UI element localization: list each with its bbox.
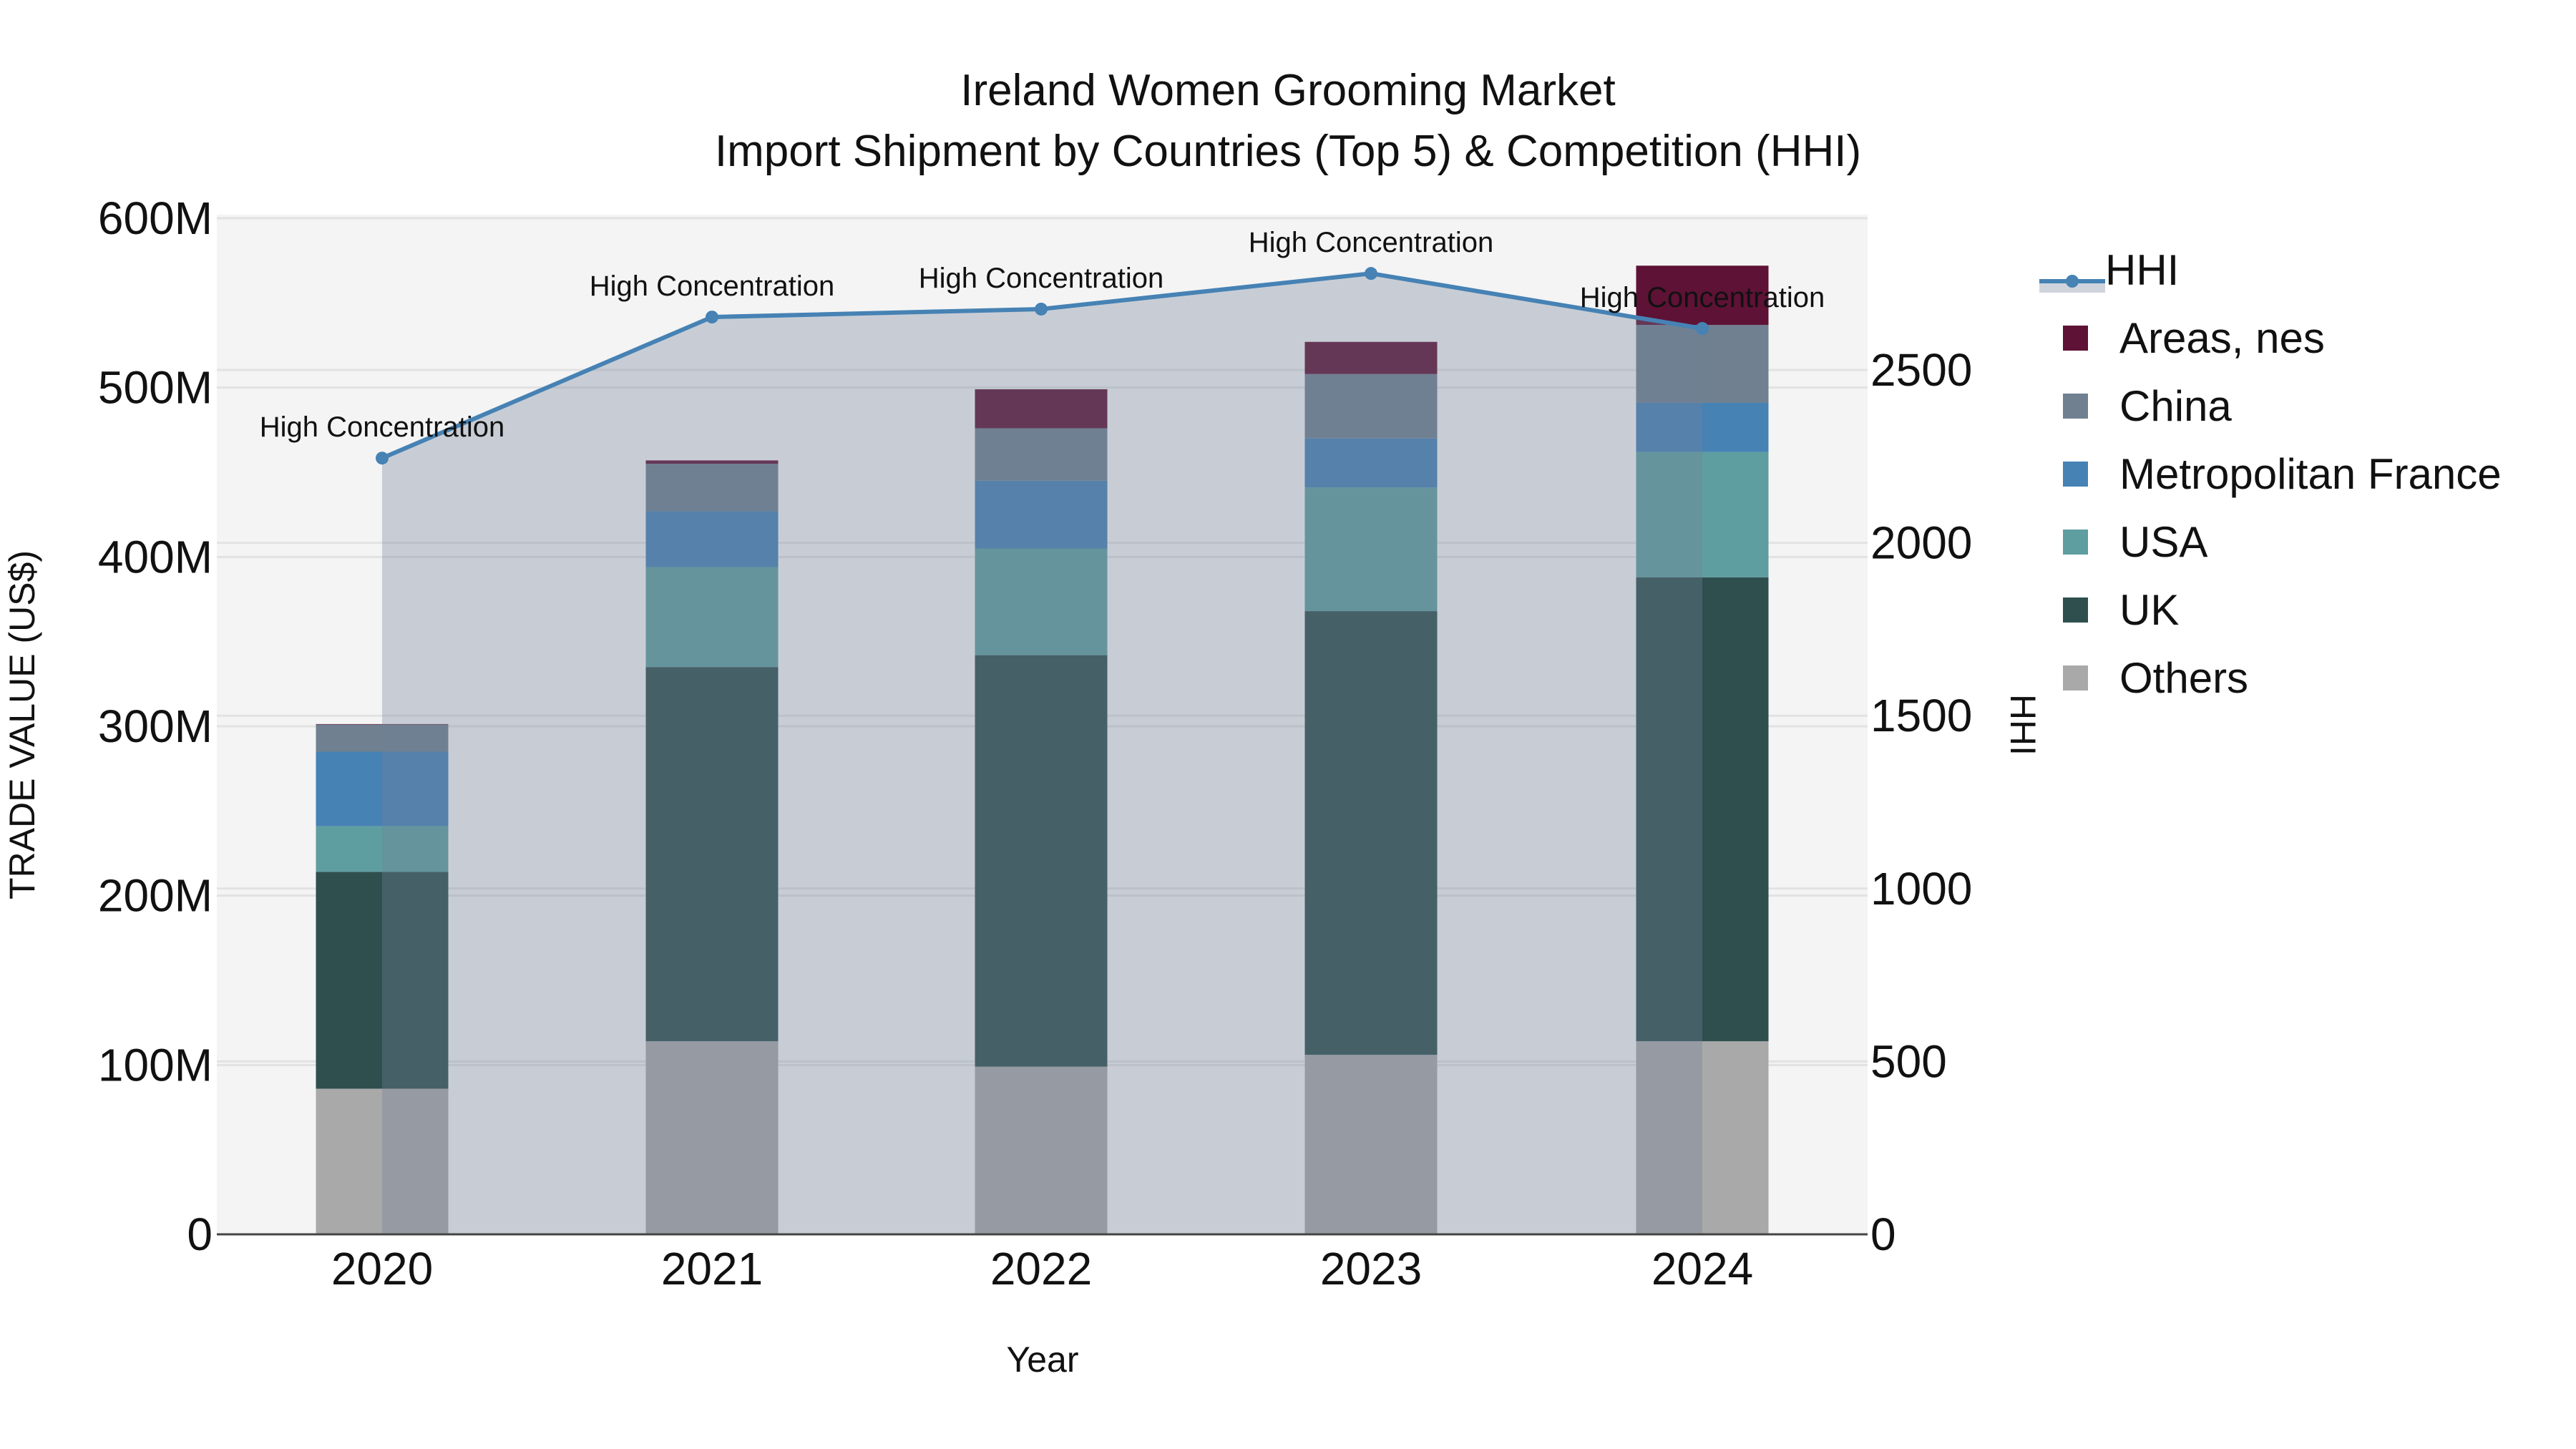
bar-segment <box>645 511 779 567</box>
bar-segment <box>975 655 1108 1067</box>
legend: HHI Areas, nes China Metropolitan France USA… <box>2039 236 2502 712</box>
y-right-tick-label: 1000 <box>1870 863 1972 914</box>
chart-title-line2: Import Shipment by Countries (Top 5) & C… <box>714 127 1862 176</box>
y-left-ticks: 0 100M 200M 300M 400M 500M 600M <box>98 192 213 1260</box>
legend-item-areas-nes[interactable]: Areas, nes <box>2054 304 2502 372</box>
hhi-line <box>376 267 1709 1234</box>
bar-segment <box>645 464 779 512</box>
bar-segment <box>1304 1055 1438 1234</box>
y-right-tick-label: 2500 <box>1870 344 1972 396</box>
legend-item-china[interactable]: China <box>2054 372 2502 440</box>
bar-segment <box>1304 374 1438 439</box>
bar-segment <box>1636 577 1769 1042</box>
legend-label: Areas, nes <box>2119 314 2325 362</box>
bar-segment <box>1304 611 1438 1055</box>
legend-item-metropolitan-france[interactable]: Metropolitan France <box>2054 440 2502 508</box>
hhi-annotation: High Concentration <box>260 411 504 443</box>
y-left-tick-label: 300M <box>98 701 213 752</box>
hhi-annotation: High Concentration <box>1249 227 1493 258</box>
y-left-axis-title: TRADE VALUE (US$) <box>2 550 42 899</box>
x-tick-label: 2020 <box>331 1243 433 1294</box>
bar-segment <box>316 826 449 872</box>
y-left-tick-label: 100M <box>98 1039 213 1091</box>
legend-swatch-icon <box>2063 597 2088 623</box>
bar-segment <box>316 724 449 752</box>
y-right-tick-label: 2000 <box>1870 517 1972 569</box>
bar-segment <box>645 567 779 668</box>
legend-label: China <box>2119 382 2232 430</box>
x-ticks: 2020 2021 2022 2023 2024 <box>331 1243 1753 1294</box>
x-axis-title: Year <box>1006 1340 1078 1380</box>
legend-item-uk[interactable]: UK <box>2054 576 2502 644</box>
y-right-tick-label: 1500 <box>1870 690 1972 741</box>
bar-segment <box>316 1088 449 1234</box>
legend-swatch-icon <box>2063 326 2088 351</box>
bar-segment <box>1304 438 1438 488</box>
legend-item-hhi[interactable]: HHI <box>2039 236 2502 304</box>
hhi-point[interactable] <box>1696 322 1709 336</box>
hhi-area-fill <box>382 273 1702 1234</box>
x-tick-label: 2022 <box>990 1243 1092 1294</box>
hhi-annotation: High Concentration <box>1580 282 1825 313</box>
bar-segment <box>1304 487 1438 612</box>
bar-segment <box>645 667 779 1042</box>
hhi-point[interactable] <box>706 311 718 324</box>
hhi-annotation: High Concentration <box>590 270 834 302</box>
bar-segment <box>975 1066 1108 1234</box>
hhi-point[interactable] <box>1365 267 1377 280</box>
hhi-annotation: High Concentration <box>919 263 1163 294</box>
legend-item-others[interactable]: Others <box>2054 644 2502 712</box>
bar-stack-2022 <box>975 389 1108 1234</box>
chart-title-line1: Ireland Women Grooming Market <box>960 66 1616 115</box>
y-right-tick-label: 500 <box>1870 1035 1947 1087</box>
y-left-tick-label: 500M <box>98 362 213 414</box>
bar-segment <box>1636 452 1769 577</box>
y-right-tick-label: 0 <box>1870 1209 1896 1260</box>
legend-label: UK <box>2119 586 2180 634</box>
bar-segment <box>645 1041 779 1234</box>
bar-segment <box>1304 341 1438 374</box>
x-tick-label: 2024 <box>1652 1243 1753 1294</box>
bar-segment <box>316 872 449 1089</box>
legend-label: USA <box>2119 518 2208 566</box>
bar-stack-2024 <box>1636 265 1769 1234</box>
bar-segment <box>975 480 1108 549</box>
hhi-point[interactable] <box>376 452 389 465</box>
legend-item-usa[interactable]: USA <box>2054 508 2502 576</box>
bar-segment <box>645 460 779 464</box>
bar-segment <box>316 751 449 826</box>
bar-segment <box>1636 402 1769 452</box>
legend-label: Metropolitan France <box>2119 450 2502 498</box>
y-left-tick-label: 200M <box>98 870 213 922</box>
y-left-tick-label: 0 <box>187 1209 213 1260</box>
bar-segment <box>1636 325 1769 403</box>
legend-label: Others <box>2119 654 2249 702</box>
bar-segment <box>975 389 1108 429</box>
y-left-tick-label: 400M <box>98 531 213 582</box>
bar-stack-2023 <box>1304 341 1438 1234</box>
bar-segment <box>975 428 1108 481</box>
bar-stack-2021 <box>645 460 779 1234</box>
stacked-bars <box>316 265 1769 1234</box>
line-marker-icon <box>2039 256 2105 293</box>
y-left-tick-label: 600M <box>98 192 213 244</box>
bar-segment <box>1636 1041 1769 1234</box>
bar-segment <box>316 723 449 725</box>
bar-segment <box>1636 265 1769 326</box>
y-right-ticks: 0 500 1000 1500 2000 2500 <box>1870 344 1972 1260</box>
y-right-axis-title: HHI <box>2003 694 2043 756</box>
legend-swatch-icon <box>2063 394 2088 419</box>
bar-segment <box>975 548 1108 655</box>
legend-label: HHI <box>2105 246 2180 294</box>
legend-swatch-icon <box>2063 530 2088 555</box>
x-tick-label: 2021 <box>661 1243 763 1294</box>
hhi-point[interactable] <box>1035 302 1048 316</box>
legend-swatch-icon <box>2063 665 2088 691</box>
hhi-annotations: High Concentration High Concentration High… <box>260 227 1825 443</box>
legend-swatch-icon <box>2063 462 2088 487</box>
bar-stack-2020 <box>316 723 449 1234</box>
x-tick-label: 2023 <box>1320 1243 1422 1294</box>
